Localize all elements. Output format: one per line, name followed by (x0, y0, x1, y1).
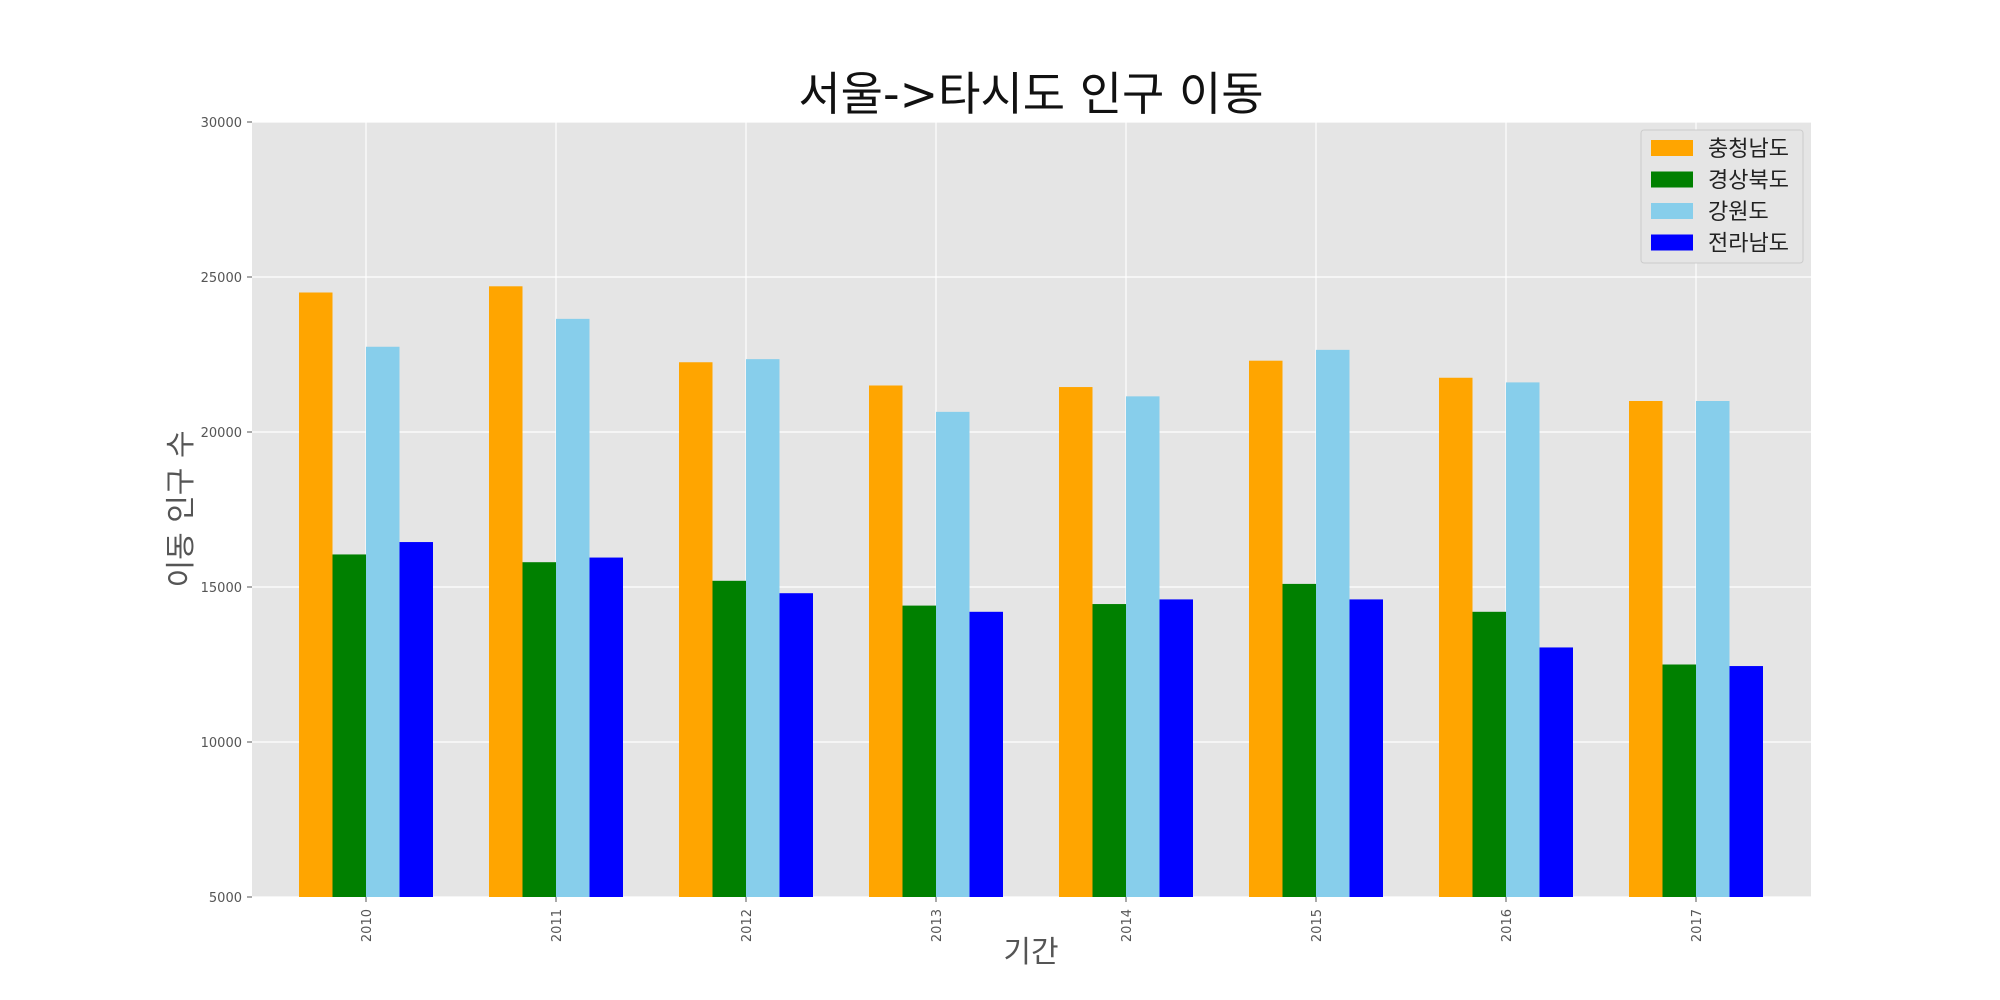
bar-강원도-2014 (1126, 396, 1160, 897)
tick-labels: 5000 10000 15000 20000 25000 30000 2010 2011 201… (201, 116, 1705, 942)
y-tick-label: 30000 (201, 116, 242, 131)
bar-경상북도-2015 (1282, 583, 1316, 897)
y-tick-label: 25000 (201, 271, 242, 286)
bar-경상북도-2016 (1472, 611, 1506, 897)
x-axis-title: 기간 (1003, 935, 1058, 970)
bar-충청남도-2013 (869, 385, 903, 897)
bar-충청남도-2010 (299, 292, 333, 897)
x-tick-label: 2015 (1310, 909, 1325, 942)
bar-전라남도-2012 (779, 593, 813, 897)
bar-전라남도-2010 (399, 542, 433, 897)
bar-경상북도-2011 (522, 562, 556, 897)
legend-swatch (1651, 140, 1693, 156)
bar-경상북도-2013 (902, 605, 936, 897)
bar-경상북도-2014 (1092, 604, 1126, 897)
legend-label: 전라남도 (1708, 232, 1789, 257)
bar-강원도-2011 (556, 318, 590, 898)
bar-충청남도-2016 (1439, 377, 1473, 897)
bar-충청남도-2015 (1249, 360, 1283, 897)
x-tick-label: 2012 (740, 909, 755, 942)
x-tick-label: 2011 (550, 909, 565, 942)
x-tick-label: 2017 (1690, 909, 1705, 942)
bar-강원도-2013 (936, 411, 970, 897)
bar-경상북도-2017 (1662, 664, 1696, 897)
bar-강원도-2012 (746, 359, 780, 897)
y-tick-label: 15000 (201, 581, 242, 596)
y-tick-label: 20000 (201, 426, 242, 441)
x-tick-label: 2013 (930, 909, 945, 942)
bar-전라남도-2013 (969, 611, 1003, 897)
bar-경상북도-2012 (712, 580, 746, 897)
plot-background (252, 122, 1811, 897)
legend-label: 경상북도 (1708, 169, 1789, 194)
y-tick-label: 10000 (201, 736, 242, 751)
bar-전라남도-2017 (1729, 666, 1763, 897)
legend-label: 충청남도 (1708, 137, 1789, 162)
bar-전라남도-2015 (1349, 599, 1383, 897)
bar-강원도-2010 (366, 346, 400, 897)
legend-label: 강원도 (1708, 200, 1769, 225)
bar-충청남도-2017 (1629, 401, 1663, 897)
bar-경상북도-2010 (332, 554, 366, 897)
y-axis-title: 이동 인구 수 (164, 430, 199, 587)
bar-강원도-2015 (1316, 349, 1350, 898)
bar-전라남도-2014 (1159, 599, 1193, 897)
bar-강원도-2017 (1696, 401, 1730, 897)
bar-충청남도-2014 (1059, 387, 1093, 897)
bars (299, 286, 1763, 898)
bar-전라남도-2016 (1539, 647, 1573, 897)
x-tick-label: 2010 (360, 909, 375, 942)
x-tick-label: 2014 (1120, 909, 1135, 942)
bar-강원도-2016 (1506, 382, 1540, 897)
legend-box (1640, 129, 1804, 264)
chart-title: 서울->타시도 인구 이동 (798, 67, 1263, 121)
y-tick-label: 5000 (209, 891, 242, 906)
legend-swatch (1651, 234, 1693, 251)
x-tick-label: 2016 (1500, 909, 1515, 942)
bar-충청남도-2011 (489, 286, 523, 897)
bar-충청남도-2012 (679, 362, 713, 897)
legend-swatch (1651, 203, 1693, 219)
legend-swatch (1651, 171, 1693, 188)
bar-전라남도-2011 (589, 557, 623, 897)
